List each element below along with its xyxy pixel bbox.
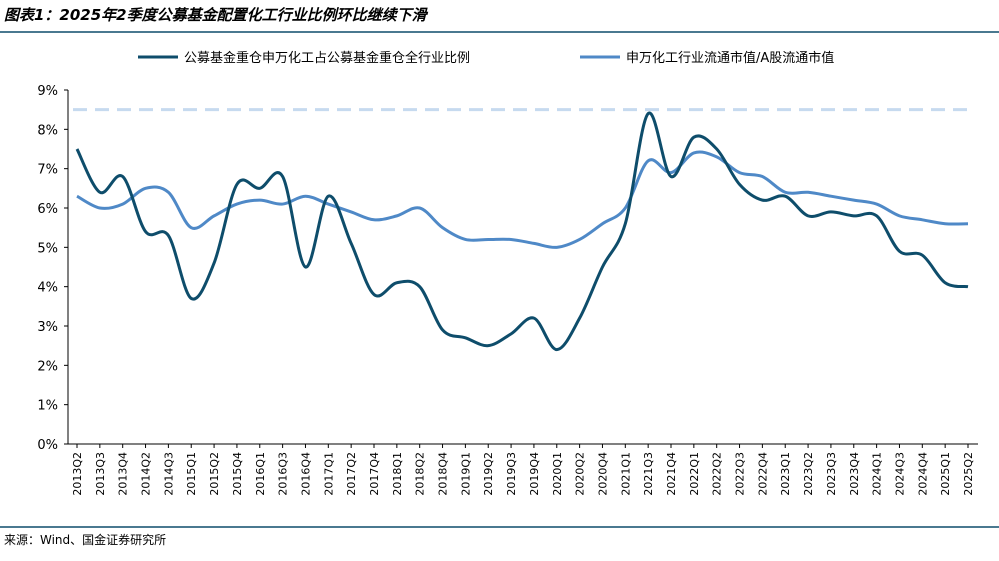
- x-tick-label: 2025Q1: [939, 452, 952, 496]
- x-tick-label: 2022Q2: [711, 452, 724, 496]
- x-tick-label: 2014Q2: [140, 452, 153, 496]
- legend-label: 公募基金重仓申万化工占公募基金重仓全行业比例: [184, 50, 470, 66]
- y-tick-label: 9%: [37, 84, 58, 99]
- x-tick-label: 2019Q3: [505, 452, 518, 496]
- legend-label: 申万化工行业流通市值/A股流通市值: [626, 50, 834, 66]
- y-tick-label: 5%: [37, 241, 58, 256]
- x-tick-label: 2018Q1: [391, 452, 404, 496]
- y-tick-label: 1%: [37, 399, 58, 414]
- x-tick-label: 2015Q4: [231, 452, 244, 496]
- x-tick-label: 2021Q4: [665, 452, 678, 496]
- x-tick-label: 2023Q4: [848, 452, 861, 496]
- y-tick-label: 3%: [37, 320, 58, 335]
- y-tick-label: 0%: [37, 438, 58, 453]
- y-tick-label: 7%: [37, 163, 58, 178]
- chart-title: 图表1：2025年2季度公募基金配置化工行业比例环比继续下滑: [4, 6, 429, 24]
- y-tick-label: 4%: [37, 281, 58, 296]
- x-tick-label: 2022Q3: [734, 452, 747, 496]
- x-tick-label: 2016Q4: [299, 452, 312, 496]
- x-tick-label: 2020Q2: [574, 452, 587, 496]
- x-tick-label: 2020Q4: [596, 452, 609, 496]
- x-tick-label: 2015Q2: [208, 452, 221, 496]
- x-tick-label: 2016Q3: [277, 452, 290, 496]
- x-tick-label: 2014Q3: [162, 452, 175, 496]
- source-note: 来源：Wind、国金证券研究所: [4, 532, 166, 547]
- x-tick-label: 2013Q3: [94, 452, 107, 496]
- x-tick-label: 2016Q1: [254, 452, 267, 496]
- x-tick-label: 2022Q4: [756, 452, 769, 496]
- series-line: [75, 111, 969, 352]
- x-tick-label: 2021Q3: [642, 452, 655, 496]
- y-tick-label: 8%: [37, 123, 58, 138]
- x-tick-label: 2024Q1: [871, 452, 884, 496]
- y-tick-label: 6%: [37, 202, 58, 217]
- x-tick-label: 2017Q2: [345, 452, 358, 496]
- x-tick-label: 2017Q4: [368, 452, 381, 496]
- x-tick-label: 2013Q2: [71, 452, 84, 496]
- x-tick-label: 2019Q1: [459, 452, 472, 496]
- x-tick-label: 2023Q2: [802, 452, 815, 496]
- x-tick-label: 2019Q2: [482, 452, 495, 496]
- x-tick-label: 2013Q4: [117, 452, 130, 496]
- x-tick-label: 2019Q4: [528, 452, 541, 496]
- x-tick-label: 2015Q1: [185, 452, 198, 496]
- x-tick-label: 2024Q3: [893, 452, 906, 496]
- y-tick-label: 2%: [37, 359, 58, 374]
- x-tick-label: 2022Q1: [688, 452, 701, 496]
- x-tick-label: 2025Q2: [962, 452, 975, 496]
- x-tick-label: 2024Q4: [916, 452, 929, 496]
- x-tick-label: 2018Q2: [414, 452, 427, 496]
- x-tick-label: 2018Q4: [437, 452, 450, 496]
- x-tick-label: 2017Q1: [322, 452, 335, 496]
- x-tick-label: 2023Q1: [779, 452, 792, 496]
- x-tick-label: 2021Q1: [619, 452, 632, 496]
- series-line: [76, 150, 969, 249]
- x-tick-label: 2023Q3: [825, 452, 838, 496]
- x-tick-label: 2020Q1: [551, 452, 564, 496]
